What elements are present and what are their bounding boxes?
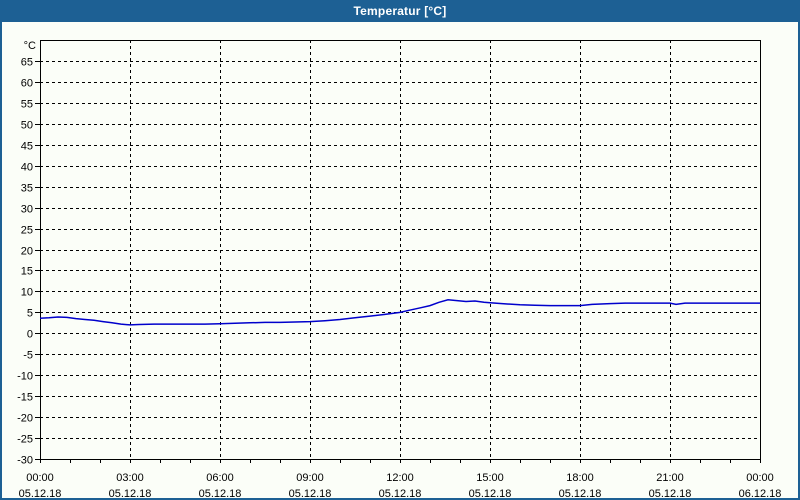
y-axis-tick-label: 60 (21, 78, 33, 90)
y-axis-tick-label: 25 (21, 225, 33, 237)
y-axis-tick-label: 40 (21, 162, 33, 174)
y-axis-tick-label: 50 (21, 120, 33, 132)
y-axis-tick-label: -5 (23, 350, 33, 362)
y-axis-tick-label: 65 (21, 57, 33, 69)
x-axis-time-label: 15:00 (476, 472, 504, 484)
y-axis-tick-label: 55 (21, 99, 33, 111)
x-axis-date-label: 05.12.18 (199, 488, 242, 498)
y-axis-unit-label: °C (24, 40, 36, 52)
window-titlebar[interactable]: Temperatur [°C] (2, 0, 798, 22)
y-axis-tick-label: -15 (17, 392, 33, 404)
chart-area: 65 60 55 50 45 40 35 30 25 20 15 10 5 0 -5 -10 -15 -20 -25… (2, 22, 798, 498)
x-axis-date-label: 05.12.18 (649, 488, 692, 498)
plot-frame (40, 40, 761, 460)
x-axis-date-label: 05.12.18 (559, 488, 602, 498)
y-axis-tick-label: 0 (27, 329, 33, 341)
x-axis-time-label: 18:00 (566, 472, 594, 484)
x-axis-time-label: 06:00 (206, 472, 234, 484)
y-axis-tick-label: -20 (17, 413, 33, 425)
x-axis-time-label: 00:00 (746, 472, 774, 484)
y-axis-tick-label: 20 (21, 246, 33, 258)
temperature-line-chart: 65605550454035302520151050-5-10-15-20-25… (17, 40, 782, 498)
y-axis-tick-label: -10 (17, 371, 33, 383)
window-title: Temperatur [°C] (353, 4, 447, 18)
y-axis-tick-label: 10 (21, 287, 33, 299)
x-axis-time-label: 00:00 (26, 472, 54, 484)
x-axis-time-label: 21:00 (656, 472, 684, 484)
x-axis-time-label: 09:00 (296, 472, 324, 484)
y-axis-tick-label: 5 (27, 308, 33, 320)
y-axis-tick-label: 45 (21, 141, 33, 153)
x-axis-date-label: 06.12.18 (739, 488, 782, 498)
x-axis-date-label: 05.12.18 (469, 488, 512, 498)
x-axis-date-label: 05.12.18 (289, 488, 332, 498)
x-axis-date-label: 05.12.18 (109, 488, 152, 498)
y-axis-tick-label: -30 (17, 455, 33, 467)
y-axis-tick-label: -25 (17, 434, 33, 446)
y-axis-tick-label: 15 (21, 266, 33, 278)
y-axis-tick-label: 30 (21, 204, 33, 216)
y-axis-tick-label: 35 (21, 183, 33, 195)
x-axis-time-label: 03:00 (116, 472, 144, 484)
x-axis-time-label: 12:00 (386, 472, 414, 484)
temperature-series-line (39, 299, 760, 326)
x-axis-date-label: 05.12.18 (379, 488, 422, 498)
x-axis-date-label: 05.12.18 (19, 488, 62, 498)
